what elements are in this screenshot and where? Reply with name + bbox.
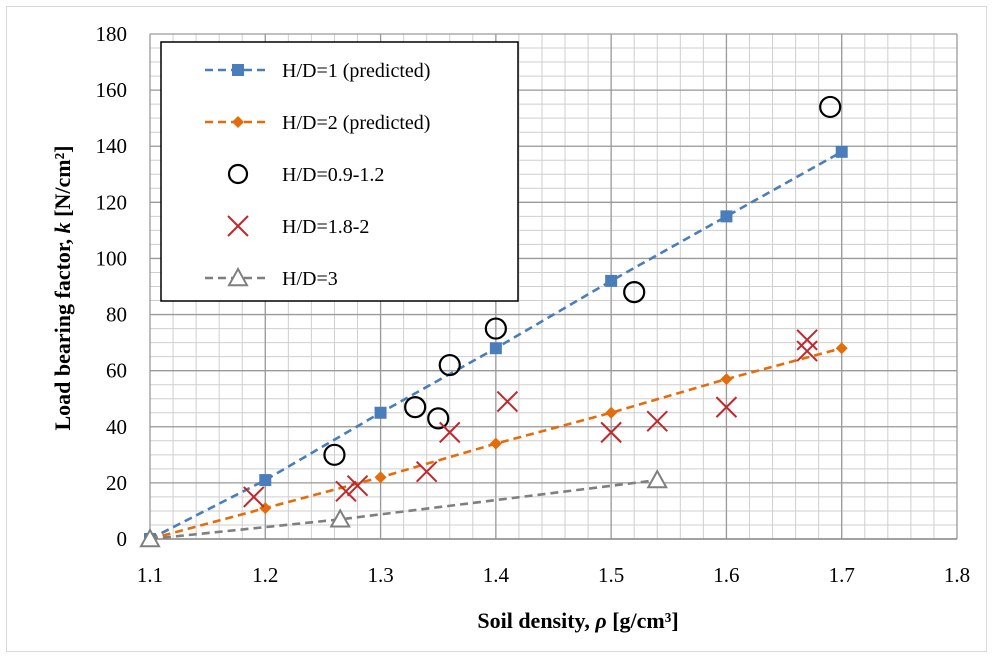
legend-label: H/D=0.9-1.2: [282, 164, 384, 186]
legend-entry: H/D=3: [205, 266, 338, 290]
data-point: [796, 329, 818, 351]
data-point: [329, 508, 351, 528]
data-point: [819, 95, 842, 119]
y-axis-title: Load bearing factor, k [N/cm²]: [50, 145, 75, 430]
x-axis-ticks: 1.1 1.2 1.3 1.4 1.5 1.6 1.7 1.8: [137, 563, 970, 587]
data-point: [439, 421, 461, 444]
y-tick-label: 40: [106, 415, 127, 439]
y-tick-label: 0: [117, 527, 128, 551]
data-point: [139, 527, 161, 548]
x-tick-label: 1.1: [137, 563, 163, 587]
legend-entry: H/D=1.8-2: [227, 215, 369, 238]
y-tick-label: 180: [96, 22, 128, 46]
data-point: [374, 471, 387, 484]
legend-label: H/D=1 (predicted): [282, 60, 430, 82]
series-line: [149, 478, 658, 541]
x-tick-label: 1.3: [367, 563, 393, 587]
data-point: [323, 443, 346, 466]
x-tick-label: 1.4: [483, 563, 510, 587]
data-point: [715, 396, 738, 418]
y-tick-label: 160: [96, 78, 128, 102]
legend-entry: H/D=2 (predicted): [205, 112, 430, 134]
data-point: [835, 145, 848, 158]
y-tick-label: 100: [96, 246, 128, 270]
series-5: [139, 469, 668, 548]
y-tick-label: 60: [106, 359, 127, 383]
x-tick-label: 1.7: [829, 563, 855, 587]
legend-marker: [232, 64, 244, 76]
series-layer: [139, 95, 848, 548]
data-point: [605, 274, 618, 287]
data-point: [600, 421, 622, 444]
data-point: [335, 480, 357, 503]
x-tick-label: 1.8: [944, 563, 970, 587]
data-point: [796, 340, 818, 362]
legend-marker: [227, 266, 249, 287]
series-3: [323, 95, 842, 466]
data-point: [496, 390, 519, 413]
data-point: [605, 406, 618, 419]
data-point: [243, 486, 265, 508]
legend-box: [160, 41, 519, 302]
legend-marker: [227, 215, 249, 237]
data-point: [835, 342, 848, 355]
data-point: [489, 342, 502, 355]
data-point: [489, 437, 502, 450]
y-tick-label: 120: [96, 190, 128, 214]
legend-label: H/D=1.8-2: [282, 216, 369, 238]
x-axis-title: Soil density, ρ [g/cm³]: [477, 608, 678, 633]
legend-label: H/D=3: [282, 268, 338, 290]
data-point: [374, 406, 387, 419]
x-tick-label: 1.6: [713, 563, 739, 587]
data-point: [646, 410, 668, 432]
data-point: [438, 353, 461, 377]
y-axis-ticks: 0 20 40 60 80 100 120 140 160 180: [96, 22, 128, 551]
data-point: [427, 407, 450, 430]
y-tick-label: 140: [96, 134, 128, 158]
data-point: [404, 396, 427, 419]
legend: H/D=1 (predicted) H/D=2 (predicted) H/D=0.…: [160, 41, 519, 302]
y-tick-label: 80: [106, 303, 127, 327]
data-point: [646, 469, 668, 489]
data-point: [259, 474, 272, 487]
x-tick-label: 1.2: [252, 563, 278, 587]
data-point: [720, 210, 733, 223]
series-4: [243, 329, 818, 508]
data-point: [415, 460, 438, 483]
data-point: [346, 474, 369, 497]
data-point: [623, 281, 646, 304]
legend-marker: [227, 163, 249, 185]
data-point: [484, 317, 507, 340]
legend-entry: H/D=0.9-1.2: [227, 163, 384, 186]
y-tick-label: 20: [106, 471, 127, 495]
x-tick-label: 1.5: [598, 563, 624, 587]
legend-marker: [232, 116, 244, 128]
legend-entry: H/D=1 (predicted): [205, 60, 430, 82]
data-point: [720, 373, 733, 386]
legend-label: H/D=2 (predicted): [282, 112, 430, 134]
